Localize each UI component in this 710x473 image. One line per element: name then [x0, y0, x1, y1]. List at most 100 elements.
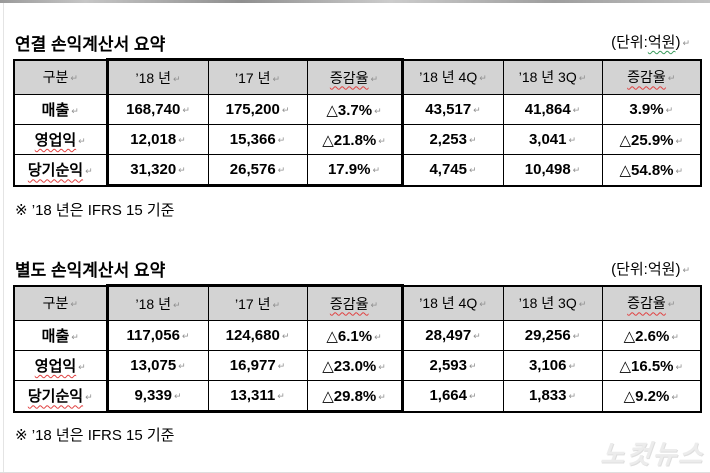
left-edge-line	[3, 3, 4, 473]
cell-text: 13,311	[230, 387, 276, 404]
value-cell: 12,018 ↵	[105, 124, 209, 155]
cell-text: 매출	[41, 328, 70, 345]
cell-text: △29.8%	[322, 387, 377, 405]
paragraph-mark: ↵	[182, 105, 190, 115]
value-cell: 17.9% ↵	[306, 154, 404, 187]
cell-text: △2.6%	[623, 327, 670, 345]
value-cell: 15,366 ↵	[207, 124, 308, 155]
cell-text: 124,680	[225, 327, 280, 344]
cell-text: 4,745	[429, 161, 467, 179]
paragraph-mark: ↵	[479, 73, 487, 84]
value-cell: △25.9% ↵	[601, 124, 702, 155]
cell-text: 26,576	[229, 161, 276, 178]
value-cell: △54.8% ↵	[601, 154, 702, 186]
paragraph-mark: ↵	[469, 391, 477, 402]
paragraph-mark: ↵	[272, 299, 280, 310]
header-cell-18-3q: ’18 년 3Q ↵	[502, 285, 603, 321]
cell-text: △21.8%	[322, 131, 377, 149]
value-cell: 13,311 ↵	[207, 380, 308, 413]
cell-text: 3,041	[528, 131, 567, 148]
paragraph-mark: ↵	[578, 299, 587, 310]
value-cell: 28,497 ↵	[401, 320, 504, 351]
paragraph-mark: ↵	[70, 73, 78, 84]
cell-text: 43,517	[425, 101, 472, 118]
cell-text: △6.1%	[326, 327, 373, 345]
cell-text: 3.9%	[629, 101, 664, 118]
paragraph-mark: ↵	[572, 105, 581, 115]
table-header-row: 구분 ↵ ’18 년 ↵ ’17 년 ↵ 증감율 ↵ ’18 년 4Q ↵ ’18 년 3…	[13, 284, 702, 321]
paragraph-mark: ↵	[667, 73, 676, 84]
value-cell: 124,680 ↵	[207, 320, 308, 351]
section-title-separate: 별도 손익계산서 요약	[15, 261, 166, 280]
paragraph-mark: ↵	[378, 361, 386, 372]
paragraph-mark: ↵	[178, 165, 186, 175]
paragraph-mark: ↵	[71, 332, 79, 342]
header-cell-change-annual: 증감율 ↵	[306, 284, 404, 321]
cell-text: 당기순익	[27, 388, 84, 406]
value-cell: 10,498 ↵	[502, 154, 603, 186]
table-row-revenue: 매출 ↵ 168,740 ↵ 175,200 ↵ △3.7% ↵ 43,517 ↵ 41,…	[13, 94, 702, 125]
paragraph-mark: ↵	[172, 73, 181, 84]
row-label-cell: 영업익 ↵	[13, 350, 108, 381]
paragraph-mark: ↵	[568, 361, 577, 371]
value-cell: 16,977 ↵	[207, 350, 308, 381]
paragraph-mark: ↵	[572, 165, 581, 176]
value-cell: △21.8% ↵	[306, 124, 404, 155]
table-row-operating-profit: 영업익 ↵ 12,018 ↵ 15,366 ↵ △21.8% ↵ 2,253 ↵ 3,04…	[13, 124, 702, 155]
paragraph-mark: ↵	[675, 165, 684, 176]
paragraph-mark: ↵	[568, 391, 577, 402]
value-cell: 41,864 ↵	[502, 94, 603, 125]
cell-text: 117,056	[126, 327, 180, 344]
paragraph-mark: ↵	[85, 166, 93, 177]
paragraph-mark: ↵	[277, 361, 286, 371]
value-cell: 43,517 ↵	[401, 94, 504, 125]
header-cell-18-3q: ’18 년 3Q ↵	[502, 59, 603, 95]
separate-income-table: 구분 ↵ ’18 년 ↵ ’17 년 ↵ 증감율 ↵ ’18 년 4Q ↵ ’18 년 3…	[13, 284, 702, 413]
value-cell: 3.9% ↵	[601, 94, 702, 125]
value-cell: 29,256 ↵	[502, 320, 603, 351]
cell-text: 구분	[42, 295, 69, 312]
paragraph-mark: ↵	[682, 38, 690, 48]
paragraph-mark: ↵	[671, 331, 679, 342]
paragraph-mark: ↵	[178, 135, 186, 145]
paragraph-mark: ↵	[479, 299, 487, 310]
paragraph-mark: ↵	[473, 105, 481, 115]
cell-text: 16,977	[229, 357, 276, 374]
cell-text: 17.9%	[327, 161, 371, 178]
header-cell-change-annual: 증감율 ↵	[306, 58, 404, 95]
paragraph-mark: ↵	[181, 331, 190, 341]
paragraph-mark: ↵	[665, 105, 674, 115]
paragraph-mark: ↵	[71, 106, 79, 116]
nocutnews-watermark: 노컷뉴스	[599, 439, 707, 469]
paragraph-mark: ↵	[378, 391, 386, 402]
table-header-row: 구분 ↵ ’18 년 ↵ ’17 년 ↵ 증감율 ↵ ’18 년 4Q ↵ ’18 년 3…	[13, 58, 702, 95]
cell-text: 3,106	[528, 357, 567, 374]
paragraph-mark: ↵	[272, 73, 280, 84]
units-word: 억원	[647, 34, 676, 51]
units-prefix: (단위:	[611, 261, 648, 278]
table-row-net-income: 당기순익 ↵ 31,320 ↵ 26,576 ↵ 17.9% ↵ 4,745 ↵ 10,4…	[13, 154, 702, 187]
cell-text: 1,664	[429, 387, 467, 405]
header-cell-category: 구분 ↵	[13, 285, 108, 321]
paragraph-mark: ↵	[281, 105, 290, 115]
value-cell: 3,106 ↵	[502, 350, 603, 381]
paragraph-mark: ↵	[281, 331, 290, 341]
paragraph-mark: ↵	[572, 331, 581, 341]
units-suffix: )	[675, 261, 681, 278]
cell-text: ’17 년	[235, 295, 271, 312]
value-cell: 3,041 ↵	[502, 124, 603, 155]
value-cell: 1,664 ↵	[401, 380, 504, 412]
cell-text: △9.2%	[623, 387, 670, 405]
paragraph-mark: ↵	[277, 135, 286, 145]
cell-text: 2,593	[429, 357, 467, 374]
cell-text: 15,366	[229, 131, 276, 148]
value-cell: 117,056 ↵	[105, 320, 209, 351]
footnote-ifrs: ※ ’18 년은 IFRS 15 기준	[15, 427, 175, 444]
paragraph-mark: ↵	[469, 135, 477, 145]
value-cell: 4,745 ↵	[401, 154, 504, 186]
units-prefix: (단위:	[611, 34, 648, 51]
header-cell-year18: ’18 년 ↵	[105, 58, 209, 95]
value-cell: 31,320 ↵	[105, 154, 209, 187]
paragraph-mark: ↵	[374, 105, 382, 116]
cell-text: 증감율	[329, 295, 369, 312]
